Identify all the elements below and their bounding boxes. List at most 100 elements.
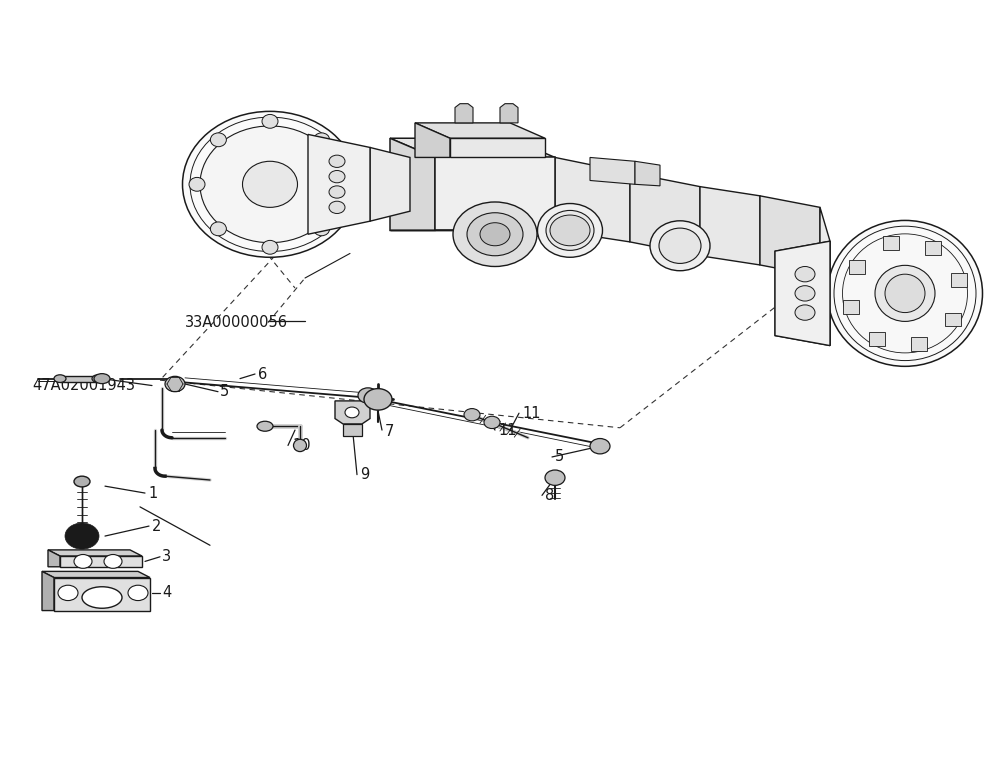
Ellipse shape [262,240,278,254]
Polygon shape [849,260,865,274]
Ellipse shape [650,221,710,271]
Ellipse shape [828,220,982,366]
Circle shape [345,407,359,418]
Circle shape [590,439,610,454]
Ellipse shape [538,204,602,257]
Text: 1: 1 [148,485,157,501]
Polygon shape [48,550,142,556]
Circle shape [545,470,565,485]
Ellipse shape [257,421,273,432]
Polygon shape [911,337,927,351]
Text: 2: 2 [152,518,161,534]
Ellipse shape [294,439,306,452]
Circle shape [165,376,185,392]
Text: 10: 10 [292,438,311,453]
Polygon shape [308,134,370,234]
Circle shape [74,554,92,568]
Polygon shape [48,550,60,567]
Text: 3: 3 [162,549,171,564]
Polygon shape [843,300,859,314]
Ellipse shape [314,222,330,236]
Polygon shape [775,241,830,346]
Ellipse shape [842,233,968,353]
Polygon shape [390,138,435,230]
Polygon shape [470,169,540,237]
Circle shape [467,213,523,256]
Ellipse shape [210,133,226,147]
Circle shape [358,388,378,403]
Ellipse shape [262,114,278,128]
Circle shape [795,286,815,301]
Polygon shape [760,196,820,276]
Circle shape [480,223,510,246]
Polygon shape [435,157,555,230]
Ellipse shape [54,375,66,382]
Ellipse shape [546,210,594,250]
Polygon shape [410,157,470,224]
Ellipse shape [74,476,90,487]
Polygon shape [775,241,830,346]
Ellipse shape [314,133,330,147]
Polygon shape [455,104,473,123]
Polygon shape [60,376,98,382]
Circle shape [65,523,99,549]
Circle shape [795,305,815,320]
Text: 6: 6 [258,366,267,382]
Polygon shape [54,578,150,611]
Polygon shape [390,138,555,157]
Text: 33A00000056: 33A00000056 [185,315,288,330]
Circle shape [104,554,122,568]
Polygon shape [700,187,760,265]
Text: 8: 8 [545,488,554,503]
Circle shape [329,155,345,167]
Polygon shape [370,147,410,221]
Ellipse shape [182,111,358,257]
Polygon shape [925,241,941,255]
Ellipse shape [92,375,104,382]
Circle shape [550,215,590,246]
Text: 11: 11 [522,406,540,421]
Ellipse shape [210,222,226,236]
Polygon shape [450,138,545,157]
Polygon shape [630,173,700,256]
Polygon shape [335,401,370,424]
Circle shape [128,585,148,601]
Polygon shape [415,123,450,157]
Polygon shape [415,123,545,138]
Polygon shape [343,424,362,436]
Polygon shape [42,571,54,611]
Circle shape [364,389,392,410]
Ellipse shape [189,177,205,191]
Ellipse shape [242,161,298,207]
Ellipse shape [875,266,935,321]
Text: 47A02001943: 47A02001943 [32,378,135,393]
Circle shape [795,266,815,282]
Circle shape [58,585,78,601]
Polygon shape [951,273,967,286]
Text: 11: 11 [498,422,516,438]
Polygon shape [42,571,150,578]
Text: 4: 4 [162,585,171,601]
Circle shape [484,416,500,429]
Text: 7: 7 [385,424,394,439]
Polygon shape [60,556,142,567]
Polygon shape [555,157,630,242]
Polygon shape [500,104,518,123]
Ellipse shape [885,274,925,313]
Polygon shape [590,157,635,184]
Ellipse shape [200,126,340,243]
Ellipse shape [659,228,701,263]
Polygon shape [945,313,961,326]
Text: 5: 5 [220,384,229,399]
Text: 9: 9 [360,467,369,482]
Circle shape [464,409,480,421]
Polygon shape [820,207,830,346]
Circle shape [453,202,537,266]
Polygon shape [869,332,885,346]
Text: 5: 5 [555,449,564,465]
Ellipse shape [335,177,351,191]
Circle shape [329,170,345,183]
Circle shape [329,186,345,198]
Polygon shape [635,161,660,186]
Ellipse shape [94,374,110,384]
